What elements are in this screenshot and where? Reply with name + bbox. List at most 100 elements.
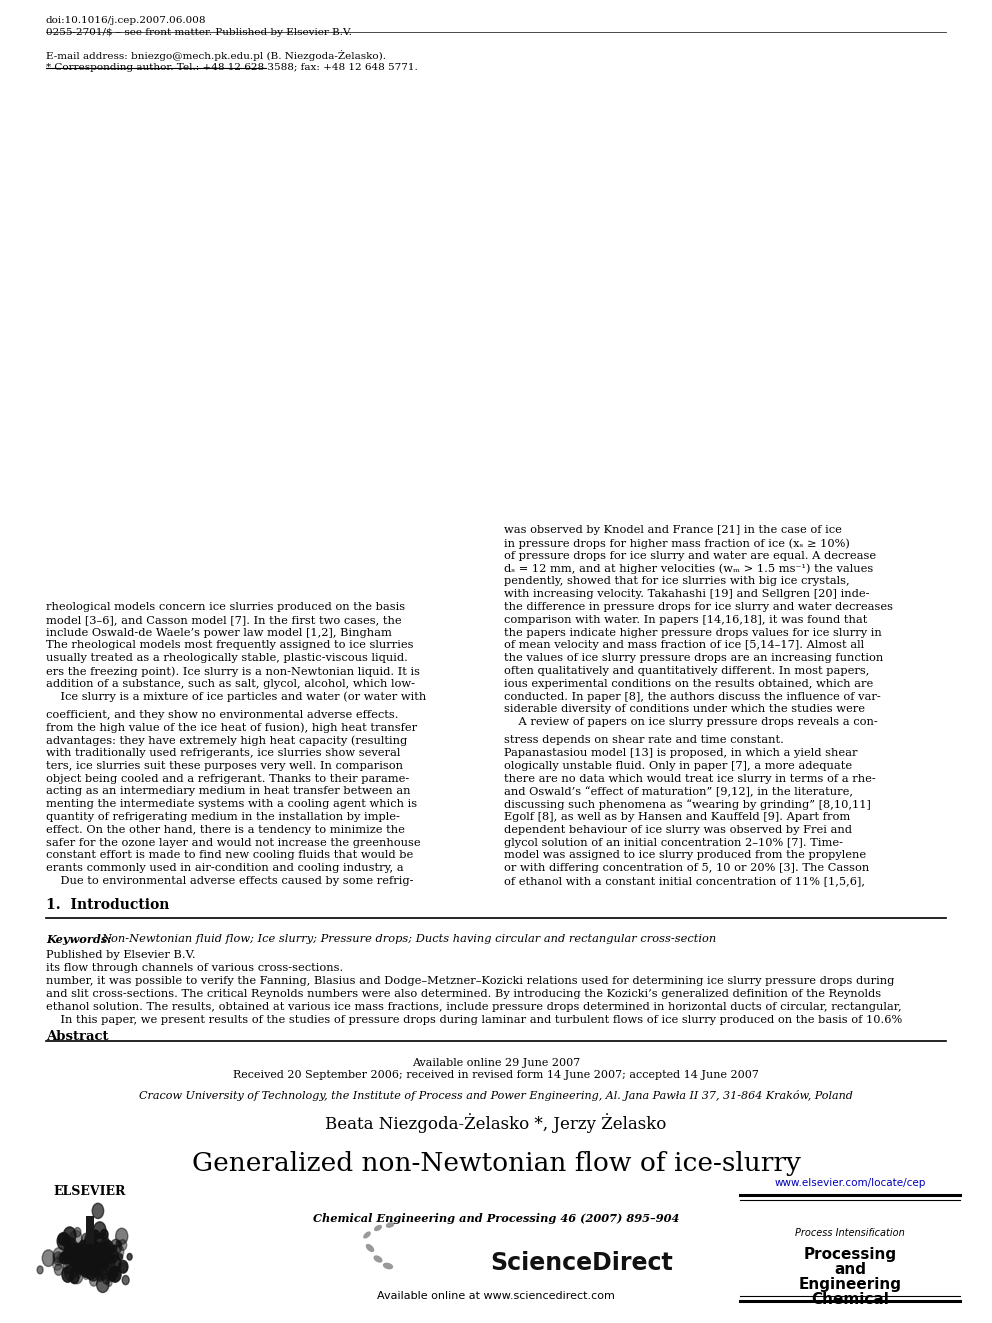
- Circle shape: [55, 1263, 62, 1275]
- Circle shape: [69, 1230, 82, 1248]
- Text: of ethanol with a constant initial concentration of 11% [1,5,6],: of ethanol with a constant initial conce…: [504, 876, 865, 886]
- Circle shape: [90, 1256, 96, 1263]
- Circle shape: [99, 1269, 103, 1274]
- Circle shape: [87, 1267, 92, 1274]
- Circle shape: [90, 1244, 97, 1253]
- Ellipse shape: [374, 1256, 382, 1262]
- Text: dependent behaviour of ice slurry was observed by Frei and: dependent behaviour of ice slurry was ob…: [504, 824, 852, 835]
- Text: Available online at www.sciencedirect.com: Available online at www.sciencedirect.co…: [377, 1291, 615, 1301]
- Text: conducted. In paper [8], the authors discuss the influence of var-: conducted. In paper [8], the authors dis…: [504, 692, 881, 701]
- Circle shape: [92, 1263, 97, 1269]
- Circle shape: [80, 1262, 91, 1277]
- Text: ScienceDirect: ScienceDirect: [490, 1252, 673, 1275]
- Ellipse shape: [366, 1245, 374, 1252]
- Text: 0255-2701/$ – see front matter. Published by Elsevier B.V.: 0255-2701/$ – see front matter. Publishe…: [46, 28, 352, 37]
- Circle shape: [98, 1241, 111, 1258]
- Circle shape: [120, 1262, 127, 1271]
- Circle shape: [93, 1252, 105, 1267]
- Ellipse shape: [384, 1263, 393, 1269]
- Circle shape: [88, 1225, 93, 1230]
- Text: from the high value of the ice heat of fusion), high heat transfer: from the high value of the ice heat of f…: [46, 722, 417, 733]
- Circle shape: [91, 1230, 99, 1240]
- Circle shape: [91, 1261, 96, 1267]
- Circle shape: [62, 1267, 73, 1282]
- Text: Published by Elsevier B.V.: Published by Elsevier B.V.: [46, 950, 195, 960]
- Text: coefficient, and they show no environmental adverse effects.: coefficient, and they show no environmen…: [46, 709, 399, 720]
- Circle shape: [70, 1256, 77, 1265]
- Circle shape: [92, 1252, 103, 1266]
- Text: or with differing concentration of 5, 10 or 20% [3]. The Casson: or with differing concentration of 5, 10…: [504, 863, 869, 873]
- Text: comparison with water. In papers [14,16,18], it was found that: comparison with water. In papers [14,16,…: [504, 615, 867, 624]
- Text: ethanol solution. The results, obtained at various ice mass fractions, include p: ethanol solution. The results, obtained …: [46, 1002, 902, 1012]
- Circle shape: [59, 1234, 66, 1245]
- Text: often qualitatively and quantitatively different. In most papers,: often qualitatively and quantitatively d…: [504, 665, 869, 676]
- Circle shape: [92, 1262, 97, 1269]
- Text: ters, ice slurries suit these purposes very well. In comparison: ters, ice slurries suit these purposes v…: [46, 761, 403, 771]
- Text: menting the intermediate systems with a cooling agent which is: menting the intermediate systems with a …: [46, 799, 417, 810]
- Circle shape: [91, 1258, 101, 1271]
- Text: ologically unstable fluid. Only in paper [7], a more adequate: ologically unstable fluid. Only in paper…: [504, 761, 852, 771]
- Text: Received 20 September 2006; received in revised form 14 June 2007; accepted 14 J: Received 20 September 2006; received in …: [233, 1070, 759, 1080]
- Circle shape: [73, 1245, 82, 1258]
- Circle shape: [76, 1257, 82, 1266]
- Circle shape: [84, 1249, 95, 1265]
- Circle shape: [37, 1266, 43, 1274]
- Circle shape: [110, 1267, 119, 1278]
- Circle shape: [77, 1259, 83, 1267]
- Circle shape: [87, 1242, 96, 1254]
- Text: * Corresponding author. Tel.: +48 12 628 3588; fax: +48 12 648 5771.: * Corresponding author. Tel.: +48 12 628…: [46, 64, 418, 71]
- Circle shape: [78, 1263, 84, 1271]
- Text: dₛ = 12 mm, and at higher velocities (wₘ > 1.5 ms⁻¹) the values: dₛ = 12 mm, and at higher velocities (wₘ…: [504, 564, 873, 574]
- Circle shape: [79, 1248, 85, 1256]
- Circle shape: [100, 1238, 111, 1254]
- Circle shape: [96, 1263, 103, 1273]
- Text: quantity of refrigerating medium in the installation by imple-: quantity of refrigerating medium in the …: [46, 812, 400, 822]
- Circle shape: [78, 1259, 87, 1271]
- Circle shape: [85, 1248, 92, 1257]
- Text: discussing such phenomena as “wearing by grinding” [8,10,11]: discussing such phenomena as “wearing by…: [504, 799, 871, 810]
- Circle shape: [78, 1259, 85, 1270]
- Text: there are no data which would treat ice slurry in terms of a rhe-: there are no data which would treat ice …: [504, 774, 876, 783]
- Circle shape: [84, 1258, 94, 1270]
- Text: pendently, showed that for ice slurries with big ice crystals,: pendently, showed that for ice slurries …: [504, 577, 849, 586]
- Circle shape: [110, 1240, 122, 1254]
- Circle shape: [84, 1237, 92, 1248]
- Circle shape: [54, 1248, 64, 1263]
- Text: number, it was possible to verify the Fanning, Blasius and Dodge–Metzner–Kozicki: number, it was possible to verify the Fa…: [46, 976, 895, 986]
- Text: Chemical Engineering and Processing 46 (2007) 895–904: Chemical Engineering and Processing 46 (…: [312, 1213, 680, 1224]
- Circle shape: [87, 1250, 100, 1267]
- Circle shape: [92, 1258, 98, 1266]
- Circle shape: [85, 1266, 91, 1274]
- Circle shape: [92, 1252, 97, 1257]
- Text: Papanastasiou model [13] is proposed, in which a yield shear: Papanastasiou model [13] is proposed, in…: [504, 747, 857, 758]
- Circle shape: [80, 1252, 85, 1258]
- Circle shape: [82, 1253, 94, 1267]
- Circle shape: [78, 1245, 84, 1253]
- Circle shape: [79, 1256, 86, 1265]
- Circle shape: [112, 1245, 117, 1252]
- Circle shape: [86, 1252, 93, 1261]
- Circle shape: [82, 1248, 90, 1258]
- Circle shape: [76, 1245, 87, 1258]
- Circle shape: [107, 1263, 112, 1269]
- Text: Process Intensification: Process Intensification: [796, 1228, 905, 1238]
- Circle shape: [98, 1246, 109, 1261]
- Text: was observed by Knodel and France [21] in the case of ice: was observed by Knodel and France [21] i…: [504, 525, 842, 536]
- Circle shape: [93, 1230, 99, 1240]
- Circle shape: [71, 1257, 82, 1271]
- Circle shape: [109, 1266, 121, 1282]
- Text: Beata Niezgoda-Żelasko *, Jerzy Żelasko: Beata Niezgoda-Żelasko *, Jerzy Żelasko: [325, 1113, 667, 1132]
- Circle shape: [79, 1240, 86, 1249]
- Circle shape: [98, 1246, 110, 1261]
- Circle shape: [96, 1233, 108, 1249]
- Text: effect. On the other hand, there is a tendency to minimize the: effect. On the other hand, there is a te…: [46, 824, 405, 835]
- Circle shape: [103, 1240, 110, 1250]
- Circle shape: [103, 1259, 109, 1267]
- Circle shape: [127, 1253, 132, 1259]
- Text: erants commonly used in air-condition and cooling industry, a: erants commonly used in air-condition an…: [46, 863, 404, 873]
- Circle shape: [85, 1245, 95, 1258]
- Circle shape: [73, 1253, 84, 1267]
- Text: Abstract: Abstract: [46, 1031, 108, 1043]
- Text: Non-Newtonian fluid flow; Ice slurry; Pressure drops; Ducts having circular and : Non-Newtonian fluid flow; Ice slurry; Pr…: [101, 934, 716, 945]
- Circle shape: [76, 1250, 82, 1258]
